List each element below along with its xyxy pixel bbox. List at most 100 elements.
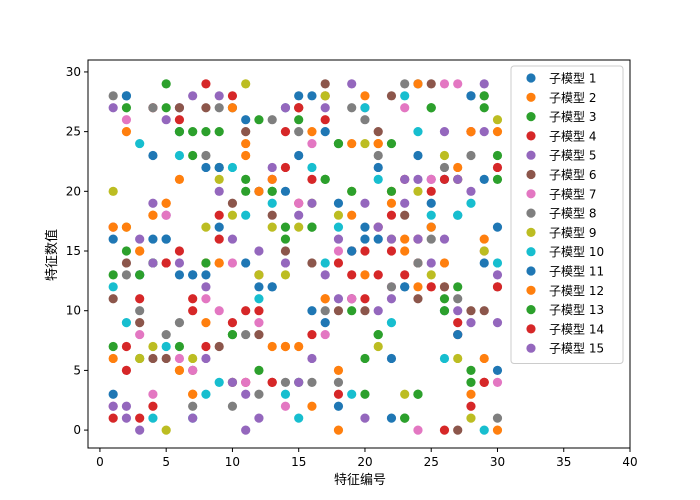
- data-point: [254, 365, 264, 375]
- data-point: [426, 103, 436, 113]
- data-point: [214, 91, 224, 101]
- data-point: [108, 353, 118, 364]
- data-point: [254, 270, 264, 280]
- data-point: [360, 306, 370, 316]
- data-point: [426, 186, 436, 196]
- data-point: [148, 401, 158, 411]
- data-point: [333, 425, 344, 435]
- data-point: [121, 401, 132, 411]
- data-point: [360, 270, 370, 280]
- data-point: [307, 198, 317, 208]
- data-point: [320, 306, 330, 316]
- data-point: [214, 341, 224, 352]
- data-point: [214, 174, 224, 184]
- data-point: [479, 127, 489, 137]
- data-point: [333, 294, 344, 304]
- data-point: [386, 246, 397, 256]
- data-point: [386, 318, 397, 328]
- data-point: [347, 389, 357, 399]
- data-point: [400, 246, 410, 256]
- data-point: [267, 198, 277, 208]
- data-point: [227, 258, 238, 268]
- data-point: [280, 377, 291, 387]
- series-11: [108, 79, 503, 387]
- data-point: [280, 127, 291, 137]
- data-point: [453, 425, 463, 435]
- data-point: [174, 353, 185, 364]
- data-point: [201, 258, 211, 268]
- data-point: [426, 79, 436, 89]
- data-point: [439, 282, 450, 292]
- data-point: [267, 282, 277, 292]
- data-point: [294, 103, 304, 113]
- data-point: [373, 150, 383, 161]
- data-point: [373, 329, 383, 340]
- data-point: [426, 282, 436, 292]
- legend-label: 子模型 5: [549, 149, 596, 163]
- data-point: [400, 282, 410, 292]
- data-point: [135, 353, 145, 364]
- data-point: [267, 162, 277, 173]
- data-point: [227, 162, 238, 173]
- data-point: [121, 318, 132, 328]
- data-point: [201, 389, 211, 399]
- data-point: [161, 425, 171, 435]
- data-point: [174, 103, 185, 113]
- series-8: [108, 79, 503, 423]
- data-point: [241, 425, 251, 435]
- data-point: [492, 377, 503, 387]
- data-point: [135, 270, 145, 280]
- data-point: [400, 174, 410, 184]
- data-point: [320, 174, 330, 184]
- data-point: [360, 91, 370, 101]
- data-point: [241, 377, 251, 387]
- data-point: [492, 127, 503, 137]
- data-point: [386, 413, 397, 423]
- data-point: [347, 138, 357, 149]
- legend-marker: [526, 92, 536, 102]
- data-point: [108, 222, 118, 232]
- data-point: [241, 150, 251, 161]
- data-point: [320, 258, 330, 268]
- data-point: [386, 198, 397, 208]
- data-point: [360, 353, 370, 364]
- series-1: [108, 91, 503, 423]
- data-point: [466, 91, 476, 101]
- data-point: [333, 377, 344, 387]
- data-point: [400, 270, 410, 280]
- data-point: [135, 413, 145, 423]
- data-point: [241, 138, 251, 149]
- data-point: [201, 222, 211, 232]
- y-tick-label: 30: [66, 65, 81, 79]
- data-point: [347, 306, 357, 316]
- data-point: [188, 365, 198, 375]
- legend-label: 子模型 10: [549, 245, 604, 259]
- legend-marker: [526, 73, 536, 83]
- plot-area: [108, 79, 503, 435]
- data-point: [267, 222, 277, 232]
- data-point: [241, 115, 251, 125]
- data-point: [307, 353, 317, 364]
- data-point: [466, 389, 476, 399]
- data-point: [453, 329, 463, 340]
- y-tick-label: 15: [66, 244, 81, 258]
- data-point: [413, 282, 423, 292]
- data-point: [108, 413, 118, 423]
- legend-marker: [526, 247, 536, 257]
- legend-marker: [526, 112, 536, 122]
- series-5: [108, 79, 503, 435]
- data-point: [201, 162, 211, 173]
- data-point: [400, 91, 410, 101]
- y-tick-label: 0: [73, 423, 81, 437]
- data-point: [294, 150, 304, 161]
- data-point: [466, 150, 476, 161]
- data-point: [307, 222, 317, 232]
- data-point: [386, 186, 397, 196]
- data-point: [492, 162, 503, 173]
- data-point: [492, 222, 503, 232]
- data-point: [135, 318, 145, 328]
- data-point: [453, 210, 463, 220]
- legend-label: 子模型 1: [549, 72, 596, 86]
- data-point: [121, 270, 132, 280]
